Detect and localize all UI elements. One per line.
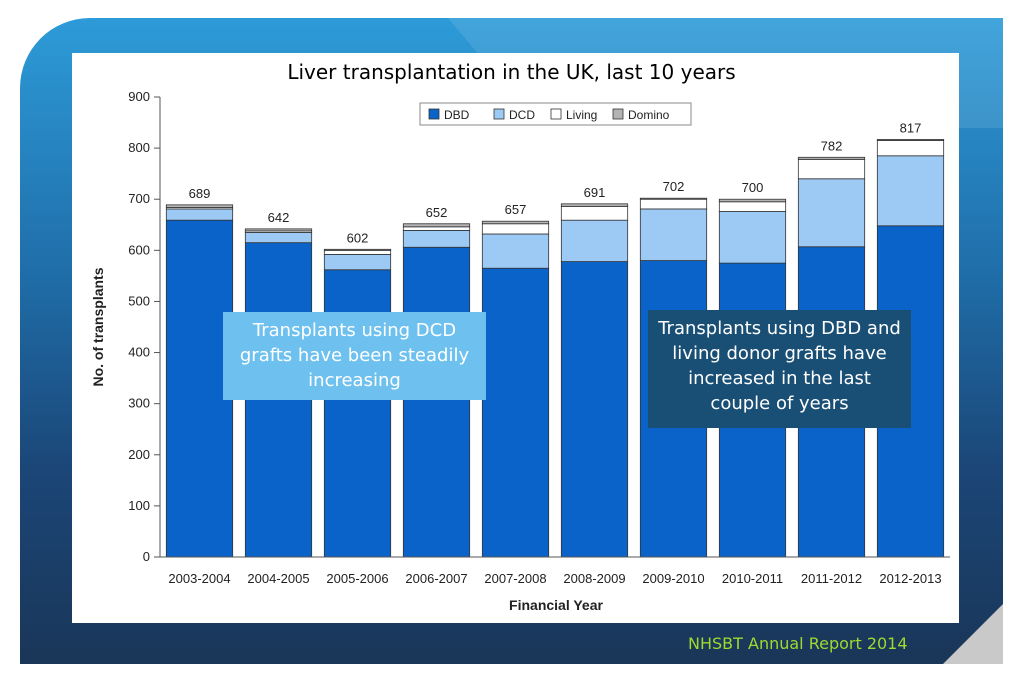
legend-label-dbd: DBD (444, 108, 470, 122)
bar-total-label: 782 (821, 138, 843, 153)
y-tick-label: 900 (128, 89, 150, 104)
legend-swatch-domino (612, 108, 624, 120)
x-tick-label: 2008-2009 (563, 571, 625, 586)
bar-segment-dcd (323, 254, 392, 271)
x-tick-label: 2006-2007 (405, 571, 467, 586)
x-tick-label: 2005-2006 (326, 571, 388, 586)
dcd-callout: Transplants using DCD grafts have been s… (223, 312, 486, 400)
bar-segment-living (481, 223, 550, 235)
bar-segment-dcd (165, 208, 234, 221)
bar-total-label: 691 (584, 185, 606, 200)
bar-segment-dcd (481, 233, 550, 269)
bar-total-label: 700 (742, 180, 764, 195)
bar-segment-domino (323, 248, 392, 251)
bar-segment-dcd (402, 229, 471, 248)
y-tick-label: 300 (128, 396, 150, 411)
bar-segment-living (718, 201, 787, 212)
bar-segment-domino (402, 223, 471, 228)
bar-segment-domino (560, 203, 629, 207)
bar-segment-dcd (797, 178, 866, 248)
bar-segment-dbd (481, 267, 550, 558)
bar-segment-domino (165, 204, 234, 208)
legend-label-domino: Domino (628, 108, 670, 122)
y-tick-label: 0 (143, 549, 150, 564)
bar-segment-living (797, 158, 866, 180)
x-tick-label: 2007-2008 (484, 571, 546, 586)
bar-segment-domino (876, 139, 945, 141)
bar-segment-dcd (876, 155, 945, 227)
x-axis-title: Financial Year (509, 597, 603, 613)
legend-swatch-living (550, 108, 562, 120)
x-tick-label: 2012-2013 (879, 571, 941, 586)
bar-total-label: 817 (900, 120, 922, 135)
legend-label-dcd: DCD (509, 108, 535, 122)
y-axis-title: No. of transplants (90, 267, 106, 386)
bar-segment-living (560, 205, 629, 221)
bar-total-label: 689 (189, 186, 211, 201)
x-axis: 2003-2004 2004-2005 2005-2006 2006-2007 2007… (160, 556, 950, 586)
bar-segment-domino (797, 156, 866, 160)
bar-segment-dbd (560, 261, 629, 558)
bar-total-label: 652 (426, 205, 448, 220)
legend-swatch-dbd (428, 108, 440, 120)
bar-segment-domino (244, 228, 313, 232)
bar-segment-living (323, 249, 392, 255)
x-tick-label: 2003-2004 (168, 571, 230, 586)
dbd-callout: Transplants using DBD and living donor g… (648, 310, 911, 428)
bar-segment-domino (639, 197, 708, 200)
bar-segment-dcd (718, 211, 787, 264)
y-tick-label: 400 (128, 345, 150, 360)
x-tick-label: 2009-2010 (642, 571, 704, 586)
bar-segment-dbd (165, 219, 234, 558)
legend-label-living: Living (566, 108, 597, 122)
x-tick-label: 2004-2005 (247, 571, 309, 586)
bar-segment-domino (481, 220, 550, 225)
legend: DBD DCD Living Domino (419, 102, 692, 126)
bar-segment-living (639, 198, 708, 210)
y-tick-label: 800 (128, 140, 150, 155)
bar-segment-living (876, 140, 945, 157)
y-tick-label: 600 (128, 242, 150, 257)
x-tick-label: 2011-2012 (801, 571, 862, 586)
y-tick-label: 500 (128, 293, 150, 308)
bar-total-label: 602 (347, 230, 369, 245)
y-axis: 0 100 200 300 400 500 600 700 800 900 (128, 89, 161, 564)
x-tick-label: 2010-2011 (722, 571, 783, 586)
y-tick-label: 200 (128, 447, 150, 462)
bar-segment-dbd (402, 246, 471, 558)
bar-segment-dcd (244, 232, 313, 244)
y-tick-label: 100 (128, 498, 150, 513)
footer-source: NHSBT Annual Report 2014 (688, 634, 908, 653)
chart-title: Liver transplantation in the UK, last 10… (287, 60, 736, 84)
bar-total-label: 642 (268, 210, 290, 225)
bar-total-label: 702 (663, 179, 685, 194)
bar-segment-domino (718, 198, 787, 203)
legend-swatch-dcd (493, 108, 505, 120)
y-tick-label: 700 (128, 191, 150, 206)
bar-segment-dcd (639, 208, 708, 261)
bar-total-label: 657 (505, 202, 527, 217)
bar-segment-living (402, 226, 471, 231)
bar-segment-dcd (560, 219, 629, 262)
